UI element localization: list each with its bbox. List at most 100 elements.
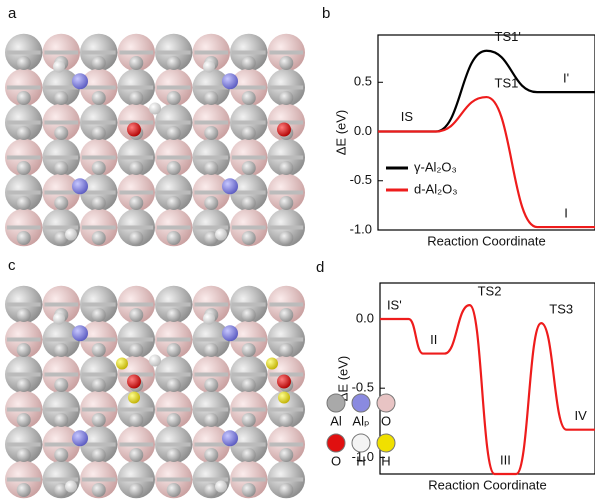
atom	[166, 126, 181, 140]
atom-legend-label: O	[381, 413, 391, 428]
panel-label: c	[8, 257, 16, 274]
point-label: TS2	[478, 284, 502, 299]
y-tick-label: -1.0	[350, 221, 372, 236]
atom	[54, 483, 69, 497]
atom	[204, 483, 219, 497]
atom	[129, 483, 144, 497]
atom	[166, 231, 181, 245]
atom-legend-label: Al	[330, 413, 342, 428]
atom	[72, 73, 88, 90]
point-label: III	[500, 452, 511, 467]
atom	[279, 343, 294, 357]
atom	[54, 378, 69, 392]
atom	[241, 483, 256, 497]
atom	[91, 448, 106, 462]
atom	[166, 196, 181, 210]
atom	[16, 413, 31, 427]
atom	[166, 308, 181, 322]
y-axis-label: ΔE (eV)	[335, 356, 350, 402]
atom	[241, 343, 256, 357]
atom	[222, 325, 238, 342]
atom-legend-swatch	[326, 433, 346, 453]
y-tick-label: 0.0	[356, 310, 374, 325]
atom	[241, 231, 256, 245]
atom	[128, 391, 140, 404]
atom	[277, 374, 291, 389]
atom-legend-swatch	[351, 393, 371, 413]
atom	[166, 413, 181, 427]
atom	[54, 161, 69, 175]
atom-legend-label: O	[331, 453, 341, 468]
atom	[277, 122, 291, 137]
atom	[279, 483, 294, 497]
atom	[241, 126, 256, 140]
atom	[91, 231, 106, 245]
atom-legend-swatch	[376, 393, 396, 413]
atom	[279, 448, 294, 462]
atom	[54, 343, 69, 357]
x-axis-label: Reaction Coordinate	[428, 477, 547, 492]
atom	[279, 196, 294, 210]
atom	[53, 312, 65, 325]
atom	[204, 448, 219, 462]
atom	[241, 161, 256, 175]
atom	[278, 391, 290, 404]
atom	[116, 357, 128, 370]
atom	[241, 91, 256, 105]
point-label: IS'	[387, 297, 402, 312]
atom	[16, 448, 31, 462]
point-label: II	[430, 332, 437, 347]
atom	[54, 448, 69, 462]
atom	[127, 374, 141, 389]
atom	[54, 91, 69, 105]
atom	[204, 343, 219, 357]
point-label: I	[564, 205, 568, 220]
atom	[16, 126, 31, 140]
atom-legend-swatch	[351, 433, 371, 453]
point-label: IV	[575, 408, 588, 423]
atom	[16, 196, 31, 210]
atom	[241, 308, 256, 322]
atom	[279, 413, 294, 427]
structure-image	[5, 285, 305, 499]
atom	[16, 378, 31, 392]
atom	[91, 308, 106, 322]
energy-line	[378, 49, 595, 133]
atom	[129, 161, 144, 175]
atom	[266, 357, 278, 370]
atom	[279, 161, 294, 175]
atom	[91, 378, 106, 392]
y-tick-label: -0.5	[352, 380, 374, 395]
energy-line	[378, 95, 595, 229]
atom	[16, 308, 31, 322]
energy-line	[380, 304, 595, 476]
atom	[204, 378, 219, 392]
atom	[279, 56, 294, 70]
atom	[16, 483, 31, 497]
atom	[166, 56, 181, 70]
atom	[203, 60, 215, 73]
atom	[91, 483, 106, 497]
atom	[91, 343, 106, 357]
atom	[65, 480, 77, 493]
structure-image	[5, 33, 305, 247]
atom	[149, 102, 161, 115]
atom	[129, 413, 144, 427]
atom	[166, 161, 181, 175]
atom	[72, 430, 88, 447]
y-tick-label: 0.5	[354, 74, 372, 89]
atom	[166, 378, 181, 392]
atom	[204, 231, 219, 245]
panel-label: a	[8, 5, 17, 22]
point-label: IS	[401, 109, 414, 124]
atom	[222, 178, 238, 195]
y-tick-label: -1.0	[352, 449, 374, 464]
atom	[279, 91, 294, 105]
atom	[16, 161, 31, 175]
atom	[166, 448, 181, 462]
point-label: TS1	[495, 75, 519, 90]
atom	[91, 196, 106, 210]
atom	[16, 343, 31, 357]
atom	[166, 343, 181, 357]
atom-legend-label: H	[381, 453, 390, 468]
